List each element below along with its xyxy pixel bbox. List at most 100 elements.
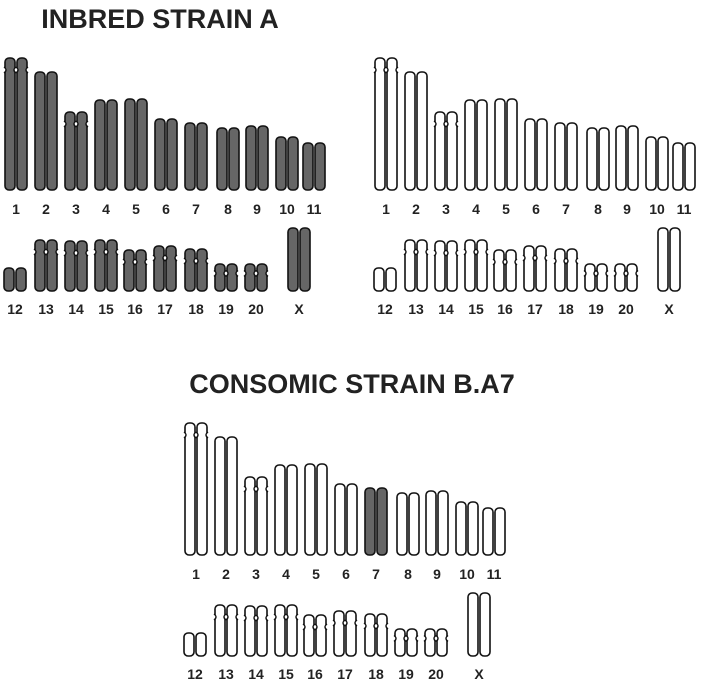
chromosome-pair [364,487,388,556]
centromere [273,613,287,621]
chromosome-label: 15 [468,301,484,317]
chromosome-pair [423,628,449,657]
chromatid [94,239,106,292]
centromere [385,66,399,74]
chromosome-label: 16 [307,666,323,682]
chromosome-pair [393,628,419,657]
chromatid [154,118,166,191]
chromatid [106,239,118,292]
chromatid [274,464,286,556]
chromosome-pair [433,240,459,292]
chromosome-label: 20 [248,301,264,317]
chromatid [256,476,268,556]
chromatid [535,245,547,292]
chromosome-label: 6 [342,566,350,582]
centromere [243,614,257,622]
chromatid [226,604,238,657]
centromere [463,248,477,256]
chromatid [493,249,505,292]
centromere [285,613,299,621]
chromosome-label: 3 [252,566,260,582]
chromatid [494,507,506,556]
chromosome-pair [524,118,548,191]
chromatid [627,125,639,191]
chromatid [376,487,388,556]
chromatid [464,239,476,292]
chromatid [376,613,388,657]
chromatid [228,127,240,191]
chromatid [584,263,596,292]
chromatid [226,436,238,556]
centromere [522,254,536,262]
chromosome-pair [213,263,239,292]
chromosome-pair [404,71,428,191]
chromosome-pair [216,127,240,191]
chromatid [566,248,578,292]
chromosome-pair [332,610,358,657]
chromatid [136,98,148,191]
chromosome-label: 10 [649,201,665,217]
centromere [195,257,209,265]
chromatid [416,71,428,191]
centromere [302,623,316,631]
chromatid [184,422,196,556]
chromatid [404,239,416,292]
chromatid [345,610,357,657]
chromatid [334,483,346,556]
chromatid [274,604,286,657]
chromosome-pair [613,263,639,292]
centromere [393,634,407,643]
chromatid [153,245,165,292]
chromatid [315,614,327,657]
chromatid [15,267,27,292]
chromatid [408,492,420,556]
centromere [475,248,489,256]
chromatid [3,267,15,292]
chromatid [614,263,626,292]
chromatid [373,267,385,292]
chromosome-pair [615,125,639,191]
chromosome-label: 9 [433,566,441,582]
chromosome-pair [94,99,118,191]
chromatid [523,245,535,292]
chromosome-pair [243,263,269,292]
centromere [565,257,579,265]
chromatid [645,136,657,191]
chromatid [299,227,311,292]
centromere [405,634,419,643]
chromosome-label: 20 [618,301,634,317]
chromosome-pair [63,111,89,191]
chromatid [286,604,298,657]
chromatid [165,245,177,292]
centromere [534,254,548,262]
chromatid [425,490,437,556]
chromatid [314,142,326,191]
chromosome-pair [494,98,518,191]
chromosome-label: 6 [162,201,170,217]
chromatid [94,99,106,191]
chromatid [64,111,76,191]
centromere [75,249,89,257]
chromosome-pair [522,245,548,292]
chromosome-pair [275,136,299,191]
centromere [613,269,627,278]
chromatid [396,492,408,556]
chromosome-pair [373,57,399,191]
centromere [595,269,609,278]
chromatid [256,605,268,657]
chromatid [626,263,638,292]
chromatid [244,263,256,292]
chromosome-label: 3 [442,201,450,217]
centromere [363,622,377,630]
chromatid [467,501,479,556]
chromatid [657,136,669,191]
chromatid [476,239,488,292]
chromosome-label: 5 [132,201,140,217]
chromatid [586,127,598,191]
chromatid [524,118,536,191]
chromosome-label: 11 [307,201,322,217]
chromatid [275,136,287,191]
chromosome-label: 11 [487,566,502,582]
chromatid [245,125,257,191]
